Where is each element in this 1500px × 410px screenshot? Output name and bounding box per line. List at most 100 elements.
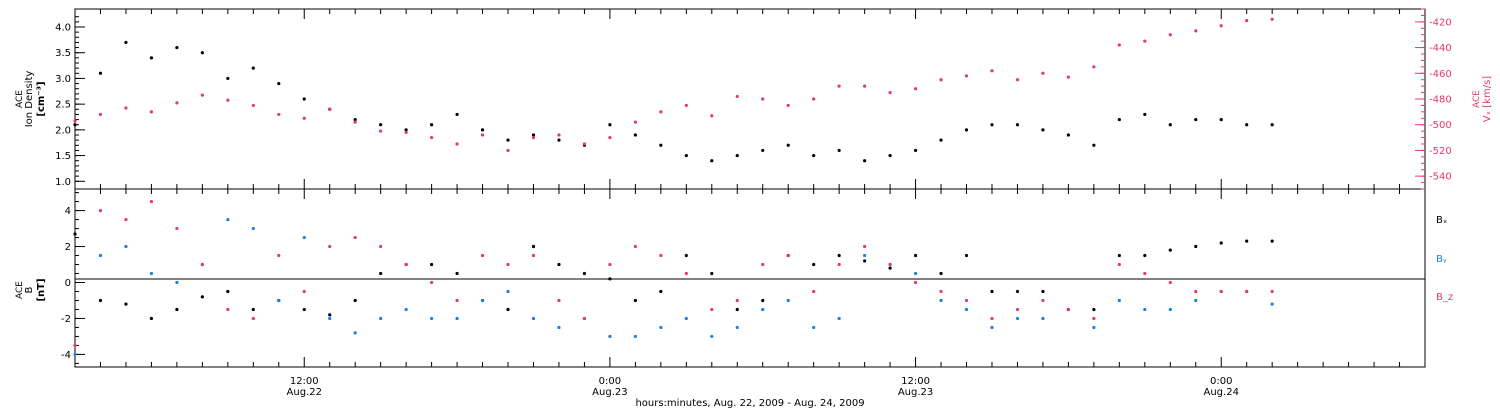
vx-point <box>506 148 510 153</box>
ion-density-point <box>73 123 77 127</box>
ion-density-point <box>1015 123 1020 127</box>
x-tick-label-time: 12:00 <box>901 376 930 387</box>
bx-point <box>684 253 688 258</box>
bx-point <box>531 244 536 249</box>
y-tick-label-bottom: 0 <box>65 278 71 289</box>
vx-point <box>98 112 103 117</box>
ion-density-point <box>1092 143 1096 147</box>
bz-point <box>990 316 994 321</box>
bx-point <box>1219 241 1223 245</box>
by-point <box>404 307 408 312</box>
bx-point <box>888 266 892 270</box>
vx-point <box>149 110 154 114</box>
by-point <box>684 316 688 321</box>
bz-point <box>863 244 867 249</box>
vx-point <box>175 101 179 105</box>
bx-point <box>710 271 714 276</box>
vx-point <box>430 135 434 140</box>
bz-point <box>557 298 561 303</box>
by-point <box>302 235 306 240</box>
bx-point <box>1245 239 1249 243</box>
ion-density-point <box>531 133 536 137</box>
by-point <box>353 331 357 335</box>
vx-point <box>710 114 714 118</box>
ion-density-point <box>1168 123 1172 127</box>
by-point <box>430 316 434 321</box>
legend-bx: Bₓ <box>1436 215 1447 226</box>
top-ylabel-line3: [cm⁻³] <box>36 81 47 116</box>
x-tick-label-time: 0:00 <box>1210 376 1232 387</box>
by-point <box>251 226 255 231</box>
ion-density-point <box>379 123 383 127</box>
vx-point <box>455 142 459 146</box>
vx-point <box>582 142 587 146</box>
bottom-left-ylabel: ACE B [nT] <box>15 278 47 301</box>
vx-point <box>277 112 281 117</box>
vx-point <box>480 133 485 137</box>
by-point <box>379 316 383 321</box>
vx-point <box>328 107 332 111</box>
y-tick-label-right: -500 <box>1429 120 1452 131</box>
vx-point <box>200 93 204 97</box>
by-point <box>659 325 663 330</box>
by-point <box>1117 298 1121 303</box>
ion-density-point <box>761 148 765 153</box>
bz-point <box>73 343 77 348</box>
by-point <box>939 298 943 303</box>
bx-point <box>582 271 587 276</box>
bz-point <box>1245 289 1249 294</box>
ticks-layer: 12:00Aug.220:00Aug.2312:00Aug.230:00Aug.… <box>55 8 1452 398</box>
bottom-ylabel-line1: ACE <box>15 281 25 299</box>
bx-point <box>455 271 459 276</box>
ion-density-point <box>1270 123 1274 127</box>
bz-point <box>1194 289 1198 294</box>
bz-point <box>404 262 408 267</box>
y-tick-label-right: -440 <box>1429 43 1452 54</box>
vx-point <box>1117 43 1121 47</box>
vx-point <box>735 94 739 99</box>
x-tick-label-date: Aug.23 <box>898 387 933 398</box>
vx-point <box>1143 39 1147 43</box>
ion-density-point <box>1041 128 1045 132</box>
bz-point <box>149 199 154 204</box>
bx-point <box>1015 289 1020 294</box>
ion-density-point <box>990 123 994 127</box>
ion-density-point <box>939 138 943 142</box>
vx-point <box>812 97 816 101</box>
y-tick-label-right: -420 <box>1429 17 1452 28</box>
vx-point <box>353 120 357 124</box>
ion-density-point <box>200 51 204 55</box>
vx-point <box>1245 18 1249 23</box>
y-tick-label-left: 3.0 <box>55 74 71 85</box>
bx-point <box>353 298 357 303</box>
vx-point <box>1015 78 1020 82</box>
vx-point <box>1194 29 1198 33</box>
by-point <box>149 271 154 276</box>
bz-point <box>837 262 841 267</box>
vx-point <box>863 84 867 88</box>
vx-point <box>633 120 637 124</box>
bx-point <box>913 253 918 258</box>
y-tick-label-bottom: -4 <box>61 350 71 361</box>
bz-point <box>1168 280 1172 285</box>
vx-point <box>888 90 892 95</box>
bz-point <box>353 235 357 240</box>
bz-point <box>659 253 663 258</box>
bz-point <box>175 226 179 231</box>
bz-point <box>1117 262 1121 267</box>
ion-density-point <box>124 40 128 45</box>
bz-point <box>98 208 103 213</box>
by-point <box>506 289 510 294</box>
by-point <box>710 334 714 339</box>
vx-point <box>1066 75 1070 79</box>
vx-point <box>684 103 688 108</box>
vx-point <box>226 98 230 102</box>
vx-point <box>1092 65 1096 69</box>
vx-point <box>786 103 790 108</box>
by-point <box>837 316 841 321</box>
ion-density-point <box>633 133 637 137</box>
vx-point <box>557 133 561 137</box>
top-ylabel-line1: ACE <box>15 90 25 108</box>
bz-point <box>888 262 892 267</box>
